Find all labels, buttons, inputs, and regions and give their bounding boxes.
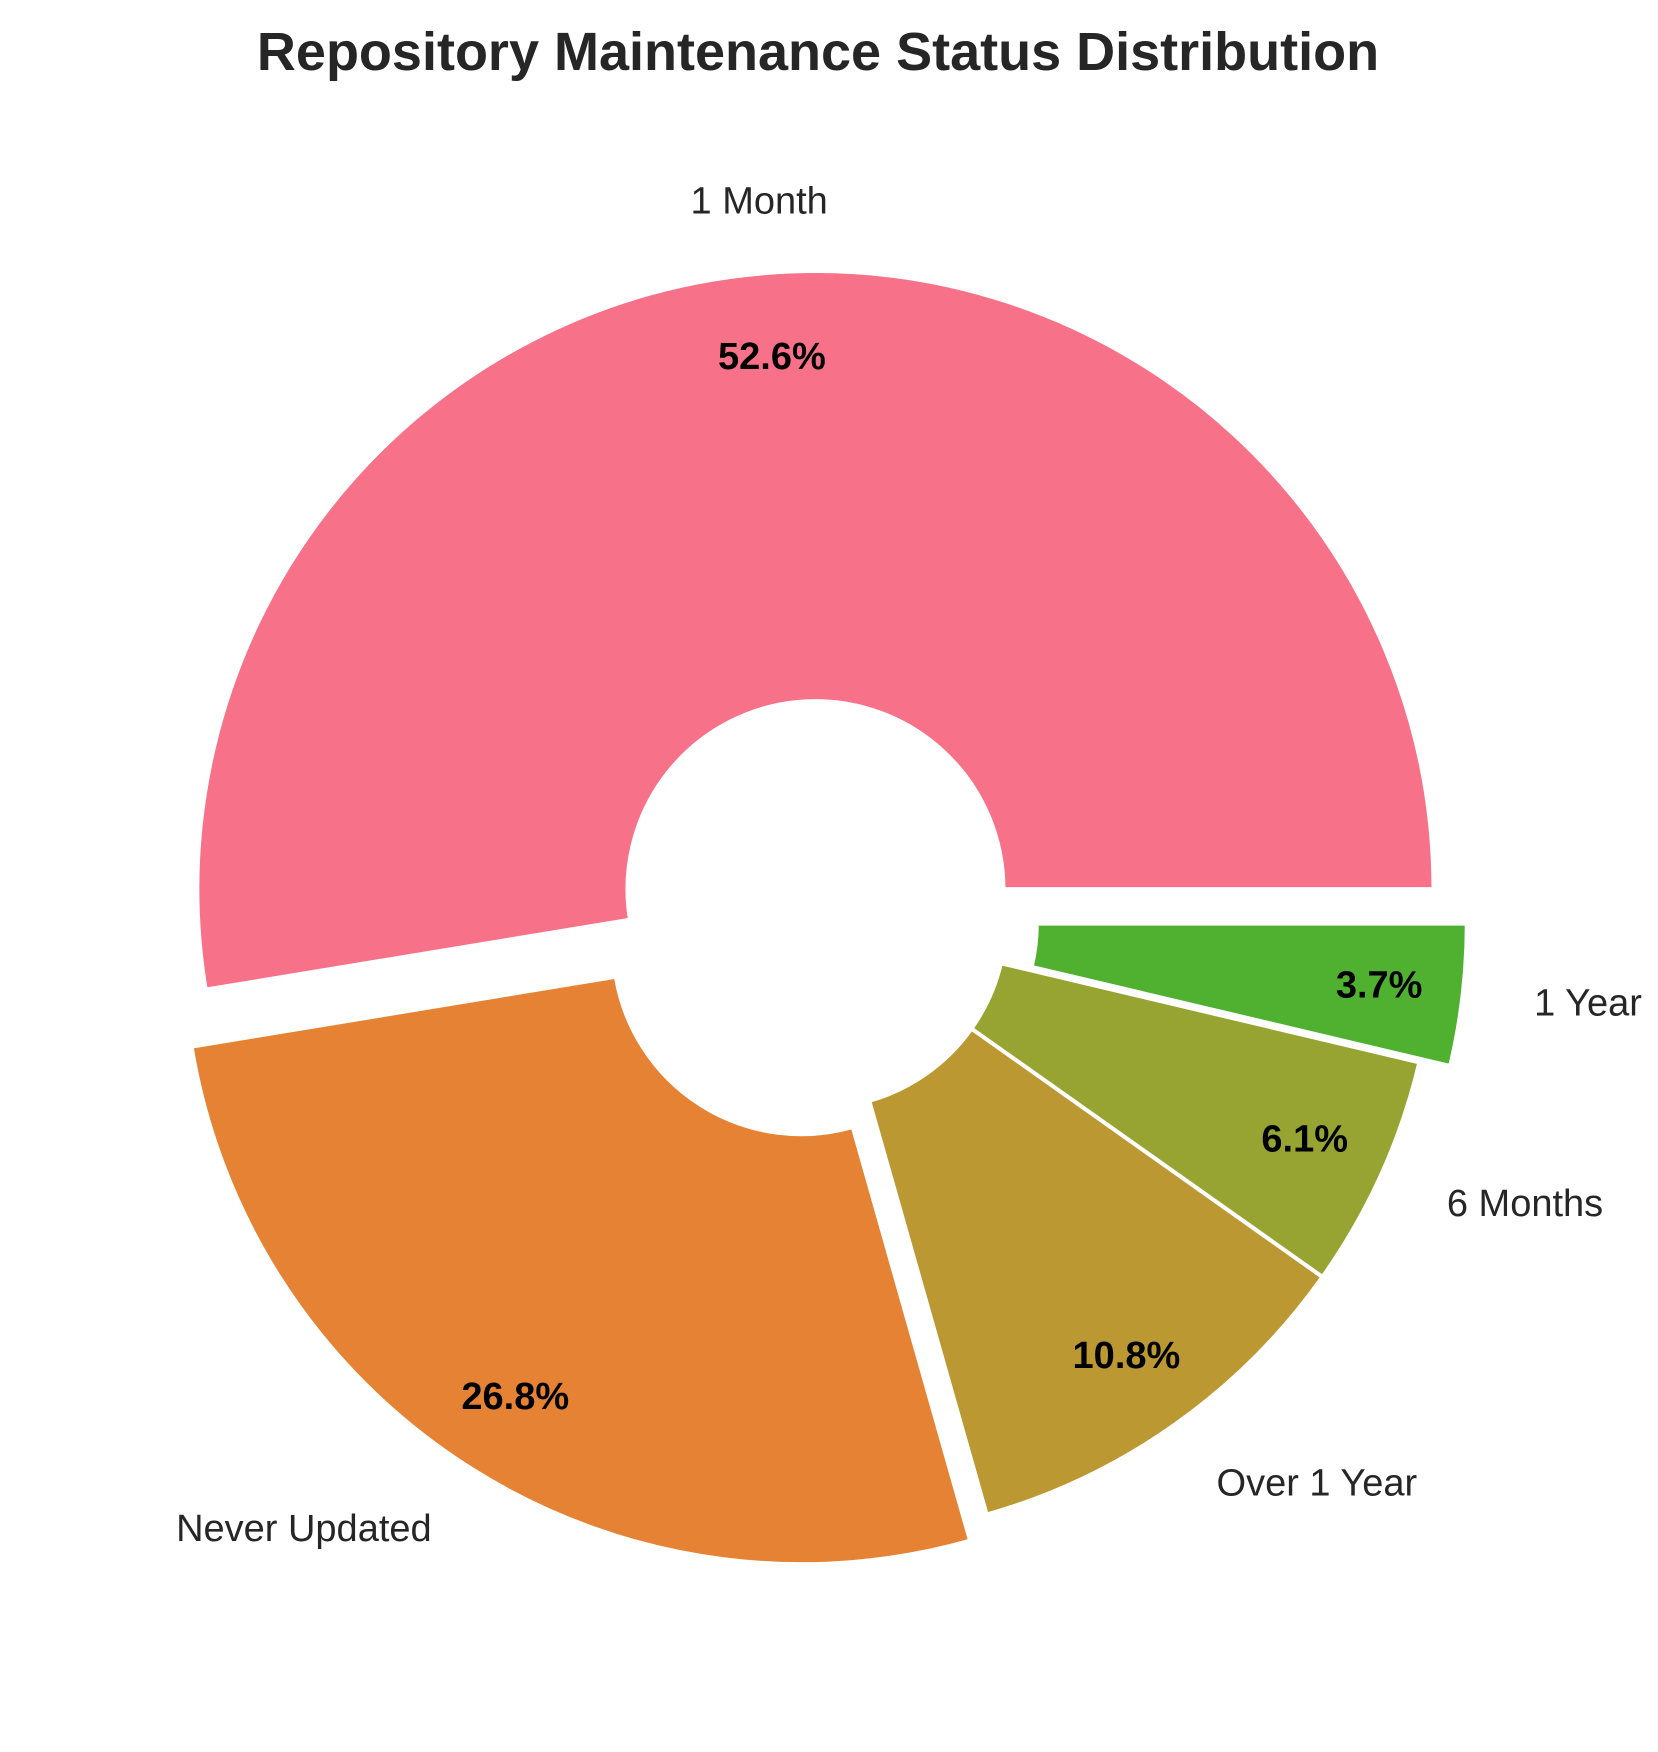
pie-slice-1-year: [1029, 921, 1469, 1069]
category-label-1-month: 1 Month: [691, 180, 828, 222]
labels-group: 52.6% 1 Month 26.8% Never Updated 10.8% Over …: [176, 180, 1642, 1549]
pct-label-1-year: 3.7%: [1336, 965, 1423, 1007]
pct-label-6-months: 6.1%: [1261, 1119, 1348, 1161]
category-label-6-months: 6 Months: [1447, 1183, 1603, 1225]
chart-title: Repository Maintenance Status Distributi…: [257, 22, 1379, 82]
pct-label-over-1-year: 10.8%: [1073, 1335, 1181, 1377]
pie-slice-6-months: [968, 960, 1422, 1280]
pct-label-1-month: 52.6%: [718, 336, 826, 378]
pie-slice-never-updated: [189, 974, 973, 1567]
pie-slice-over-1-year: [866, 1025, 1326, 1518]
category-label-never-updated: Never Updated: [176, 1508, 432, 1550]
pie-slice-1-month: [195, 269, 1436, 992]
pct-label-never-updated: 26.8%: [461, 1376, 569, 1418]
slices-group: [189, 269, 1469, 1567]
category-label-1-year: 1 Year: [1534, 983, 1642, 1025]
category-label-over-1-year: Over 1 Year: [1217, 1462, 1418, 1504]
